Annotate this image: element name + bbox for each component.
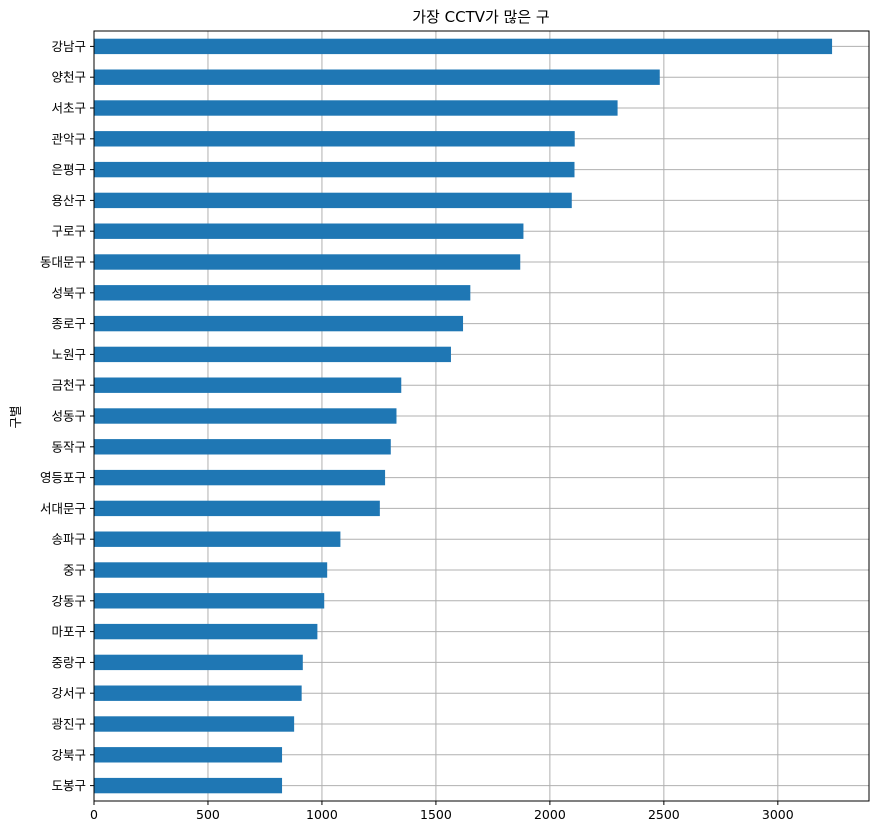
x-tick-label: 500 bbox=[196, 807, 220, 822]
bar bbox=[94, 346, 451, 363]
y-tick-label: 은평구 bbox=[51, 162, 86, 177]
y-tick-label: 동대문구 bbox=[40, 255, 86, 270]
y-tick-label: 동작구 bbox=[51, 439, 86, 454]
x-tick-label: 3000 bbox=[762, 807, 794, 822]
bar bbox=[94, 685, 302, 701]
bar bbox=[94, 192, 572, 209]
chart-title: 가장 CCTV가 많은 구 bbox=[412, 8, 549, 26]
y-axis-label: 구별 bbox=[8, 405, 23, 428]
y-tick-label: 영등포구 bbox=[40, 470, 86, 485]
bar bbox=[94, 254, 521, 270]
bar bbox=[94, 716, 295, 732]
y-tick-label: 송파구 bbox=[51, 532, 86, 547]
bar bbox=[94, 747, 283, 763]
y-tick-label: 강동구 bbox=[51, 593, 86, 608]
bar bbox=[94, 315, 464, 332]
bar bbox=[94, 469, 386, 486]
bar-layer bbox=[94, 38, 833, 794]
bar bbox=[94, 562, 328, 578]
bar bbox=[94, 654, 303, 671]
bar bbox=[94, 223, 524, 239]
bar bbox=[94, 161, 575, 178]
y-tick-label: 노원구 bbox=[51, 347, 86, 362]
bar bbox=[94, 285, 471, 301]
axis-layer: 0 500 1000 1500 2000 2500 3000 강남구양천구서초구관악구은평구용… bbox=[40, 30, 870, 822]
bar bbox=[94, 38, 833, 55]
y-tick-label: 도봉구 bbox=[51, 778, 86, 793]
y-tick-label: 마포구 bbox=[51, 624, 86, 639]
y-tick-label: 관악구 bbox=[51, 131, 86, 146]
y-tick-label: 성동구 bbox=[51, 409, 86, 424]
bar bbox=[94, 377, 402, 393]
y-tick-label: 강북구 bbox=[51, 747, 86, 762]
y-tick-label: 종로구 bbox=[51, 316, 86, 331]
x-tick-label: 1500 bbox=[420, 807, 452, 822]
bar bbox=[94, 531, 341, 547]
bar bbox=[94, 408, 397, 424]
y-tick-label: 금천구 bbox=[51, 378, 86, 393]
y-tick-label: 중구 bbox=[63, 563, 86, 578]
x-tick-label: 2000 bbox=[534, 807, 566, 822]
bar bbox=[94, 131, 575, 147]
x-tick-label: 0 bbox=[90, 807, 98, 822]
y-tick-label: 구로구 bbox=[51, 224, 86, 239]
y-tick-label: 강남구 bbox=[51, 39, 86, 54]
y-tick-label: 용산구 bbox=[51, 193, 86, 208]
y-tick-label: 양천구 bbox=[51, 70, 86, 85]
y-tick-label: 서대문구 bbox=[40, 501, 86, 516]
x-tick-label: 2500 bbox=[648, 807, 680, 822]
y-tick-label: 광진구 bbox=[51, 717, 86, 732]
bar bbox=[94, 623, 318, 640]
bar bbox=[94, 500, 380, 517]
bar bbox=[94, 439, 391, 455]
x-tick-label: 1000 bbox=[306, 807, 338, 822]
y-tick-label: 성북구 bbox=[51, 285, 86, 300]
y-tick-label: 강서구 bbox=[51, 686, 86, 701]
bar bbox=[94, 100, 618, 116]
plot-frame bbox=[93, 30, 870, 802]
bar bbox=[94, 777, 283, 794]
bar bbox=[94, 593, 325, 609]
y-tick-label: 서초구 bbox=[51, 101, 86, 116]
bar bbox=[94, 69, 660, 85]
y-tick-label: 중랑구 bbox=[51, 655, 86, 670]
